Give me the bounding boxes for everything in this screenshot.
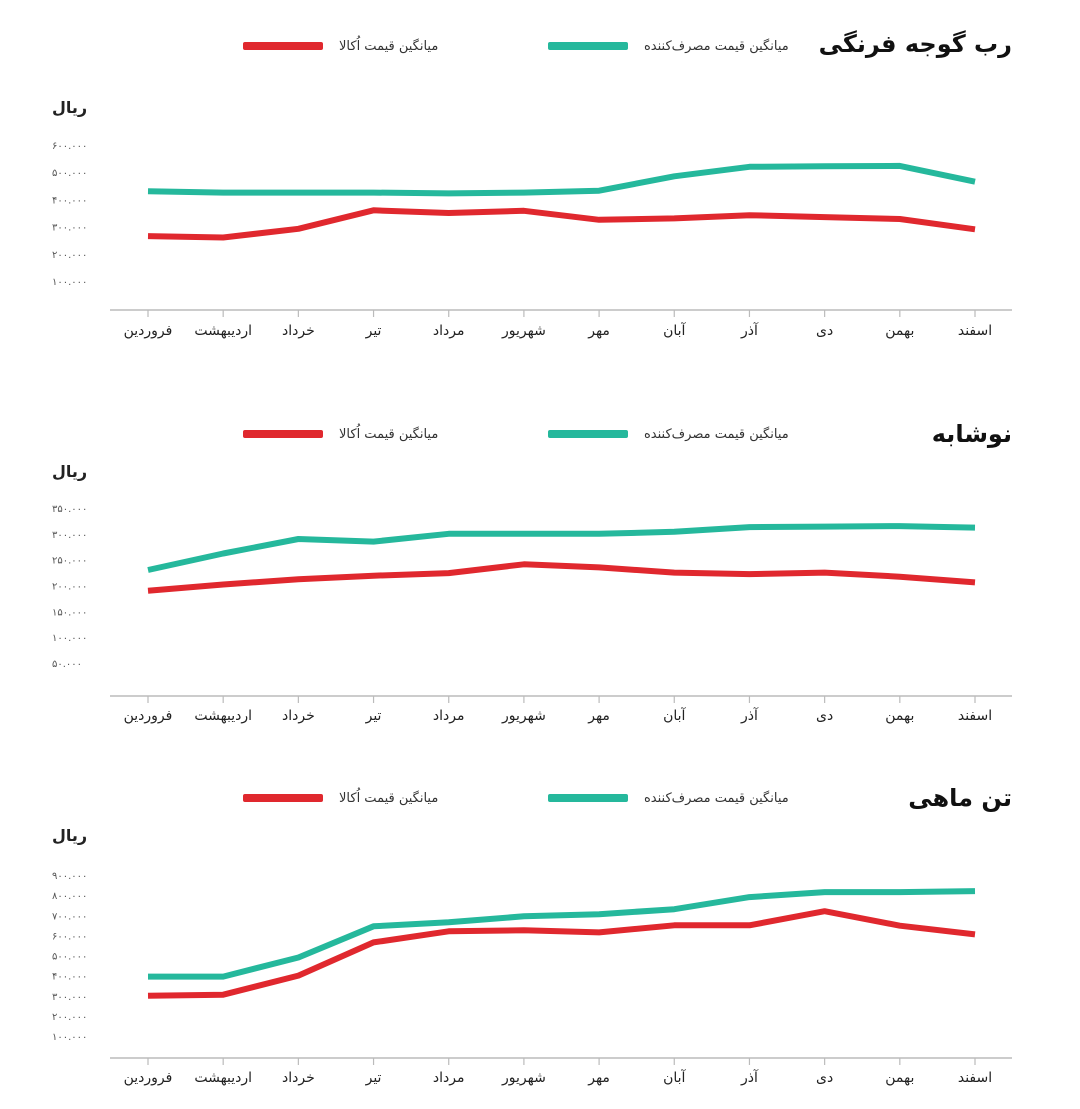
x-category-label: تیر bbox=[365, 1070, 382, 1086]
legend-factory: میانگین قیمت اُکالا bbox=[243, 36, 438, 56]
legend-consumer: میانگین قیمت مصرف‌کننده bbox=[548, 424, 789, 444]
y-tick-label: ۲۵۰.۰۰۰ bbox=[52, 556, 87, 567]
x-category-label: فروردین bbox=[124, 708, 173, 724]
series-line-consumer bbox=[147, 162, 976, 197]
x-category-label: آبان bbox=[663, 1069, 686, 1086]
legend-factory-label: میانگین قیمت اُکالا bbox=[339, 790, 439, 806]
y-tick-label: ۳۰۰.۰۰۰ bbox=[52, 530, 87, 541]
x-category-label: آذر bbox=[740, 707, 759, 724]
legend-consumer-label: میانگین قیمت مصرف‌کننده bbox=[644, 790, 789, 806]
y-tick-label: ۱۰۰.۰۰۰ bbox=[52, 277, 87, 288]
y-tick-label: ۸۰۰.۰۰۰ bbox=[52, 891, 87, 902]
x-category-label: شهریور bbox=[501, 708, 546, 724]
x-category-label: دی bbox=[816, 323, 833, 339]
x-category-label: مرداد bbox=[433, 1070, 465, 1086]
legend-factory-swatch bbox=[243, 430, 323, 438]
chart-svg: ۱۰۰.۰۰۰ ۲۰۰.۰۰۰ ۳۰۰.۰۰۰ ۴۰۰.۰۰۰ ۵۰۰.۰۰۰ ۶۰۰.۰… bbox=[52, 871, 1012, 1086]
chart-svg: ۵۰.۰۰۰ ۱۰۰.۰۰۰ ۱۵۰.۰۰۰ ۲۰۰.۰۰۰ ۲۵۰.۰۰۰ ۳۰۰.۰۰… bbox=[52, 504, 1012, 724]
x-category-label: آبان bbox=[663, 707, 686, 724]
x-category-label: آذر bbox=[740, 322, 759, 339]
y-tick-label: ۶۰۰.۰۰۰ bbox=[52, 141, 87, 152]
y-tick-label: ۱۵۰.۰۰۰ bbox=[52, 607, 87, 618]
chart-title: نوشابه bbox=[931, 420, 1012, 448]
legend-consumer-swatch bbox=[548, 430, 628, 438]
x-category-label: اسفند bbox=[958, 323, 992, 339]
x-category-label: آبان bbox=[663, 322, 686, 339]
y-axis-unit: ریال bbox=[52, 462, 88, 481]
legend-factory: میانگین قیمت اُکالا bbox=[243, 424, 438, 444]
x-category-label: مهر bbox=[587, 708, 610, 724]
legend-consumer-label: میانگین قیمت مصرف‌کننده bbox=[644, 38, 789, 54]
x-category-label: شهریور bbox=[501, 323, 546, 339]
legend-consumer: میانگین قیمت مصرف‌کننده bbox=[548, 36, 789, 56]
x-category-label: تیر bbox=[365, 708, 382, 724]
series-line-factory bbox=[147, 561, 976, 594]
x-category-label: دی bbox=[816, 1070, 833, 1086]
y-tick-label: ۷۰۰.۰۰۰ bbox=[52, 911, 87, 922]
y-tick-label: ۴۰۰.۰۰۰ bbox=[52, 195, 87, 206]
x-category-label: اردیبهشت bbox=[194, 708, 252, 724]
y-tick-label: ۹۰۰.۰۰۰ bbox=[52, 871, 87, 882]
series-line-consumer bbox=[148, 888, 976, 980]
x-category-label: اردیبهشت bbox=[194, 323, 252, 339]
chart-svg: ۱۰۰.۰۰۰ ۲۰۰.۰۰۰ ۳۰۰.۰۰۰ ۴۰۰.۰۰۰ ۵۰۰.۰۰۰ ۶۰۰.۰… bbox=[52, 141, 1012, 339]
chart-title: تن ماهی bbox=[908, 784, 1012, 812]
y-tick-label: ۳۵۰.۰۰۰ bbox=[52, 504, 87, 515]
x-category-label: خرداد bbox=[282, 708, 315, 724]
x-category-label: بهمن bbox=[885, 1070, 914, 1086]
y-tick-label: ۲۰۰.۰۰۰ bbox=[52, 250, 87, 261]
legend-consumer-label: میانگین قیمت مصرف‌کننده bbox=[644, 426, 789, 442]
legend-consumer-swatch bbox=[548, 794, 628, 802]
chart-title: رب گوجه فرنگی bbox=[818, 30, 1012, 58]
y-tick-label: ۱۰۰.۰۰۰ bbox=[52, 1032, 87, 1043]
x-category-label: بهمن bbox=[885, 323, 914, 339]
chart-panel-tuna: تن ماهی میانگین قیمت مصرف‌کننده میانگین … bbox=[0, 760, 1080, 1109]
x-category-label: مهر bbox=[587, 1070, 610, 1086]
chart-panel-tomato-paste: رب گوجه فرنگی میانگین قیمت مصرف‌کننده می… bbox=[0, 0, 1080, 360]
y-tick-label: ۴۰۰.۰۰۰ bbox=[52, 972, 87, 983]
x-category-label: آذر bbox=[740, 1069, 759, 1086]
legend-factory: میانگین قیمت اُکالا bbox=[243, 788, 438, 808]
legend-factory-swatch bbox=[243, 794, 323, 802]
y-tick-label: ۲۰۰.۰۰۰ bbox=[52, 1012, 87, 1023]
x-category-label: مرداد bbox=[433, 708, 465, 724]
y-tick-label: ۳۰۰.۰۰۰ bbox=[52, 223, 87, 234]
x-category-label: مهر bbox=[587, 323, 610, 339]
x-category-label: تیر bbox=[365, 323, 382, 339]
y-tick-label: ۱۰۰.۰۰۰ bbox=[52, 633, 87, 644]
x-category-label: دی bbox=[816, 708, 833, 724]
series-line-factory bbox=[147, 908, 976, 999]
legend-consumer: میانگین قیمت مصرف‌کننده bbox=[548, 788, 789, 808]
y-tick-label: ۲۰۰.۰۰۰ bbox=[52, 582, 87, 593]
x-category-label: فروردین bbox=[124, 1070, 173, 1086]
legend-factory-swatch bbox=[243, 42, 323, 50]
y-tick-label: ۵۰۰.۰۰۰ bbox=[52, 168, 87, 179]
y-tick-label: ۵۰۰.۰۰۰ bbox=[52, 952, 87, 963]
y-axis-unit: ریال bbox=[52, 826, 88, 845]
x-category-label: فروردین bbox=[124, 323, 173, 339]
legend-factory-label: میانگین قیمت اُکالا bbox=[339, 426, 439, 442]
x-category-label: بهمن bbox=[885, 708, 914, 724]
y-tick-label: ۶۰۰.۰۰۰ bbox=[52, 931, 87, 942]
x-category-label: اسفند bbox=[958, 1070, 992, 1086]
chart-panel-soft-drink: نوشابه میانگین قیمت مصرف‌کننده میانگین ق… bbox=[0, 390, 1080, 750]
x-category-label: اردیبهشت bbox=[194, 1070, 252, 1086]
x-category-label: خرداد bbox=[282, 323, 315, 339]
x-category-label: شهریور bbox=[501, 1070, 546, 1086]
x-category-label: اسفند bbox=[958, 708, 992, 724]
y-axis-unit: ریال bbox=[52, 98, 88, 117]
legend-factory-label: میانگین قیمت اُکالا bbox=[339, 38, 439, 54]
y-tick-label: ۵۰.۰۰۰ bbox=[52, 659, 82, 670]
x-category-label: خرداد bbox=[282, 1070, 315, 1086]
x-category-label: مرداد bbox=[433, 323, 465, 339]
series-line-consumer bbox=[147, 523, 976, 573]
y-tick-label: ۳۰۰.۰۰۰ bbox=[52, 992, 87, 1003]
series-line-factory bbox=[147, 207, 976, 241]
legend-consumer-swatch bbox=[548, 42, 628, 50]
